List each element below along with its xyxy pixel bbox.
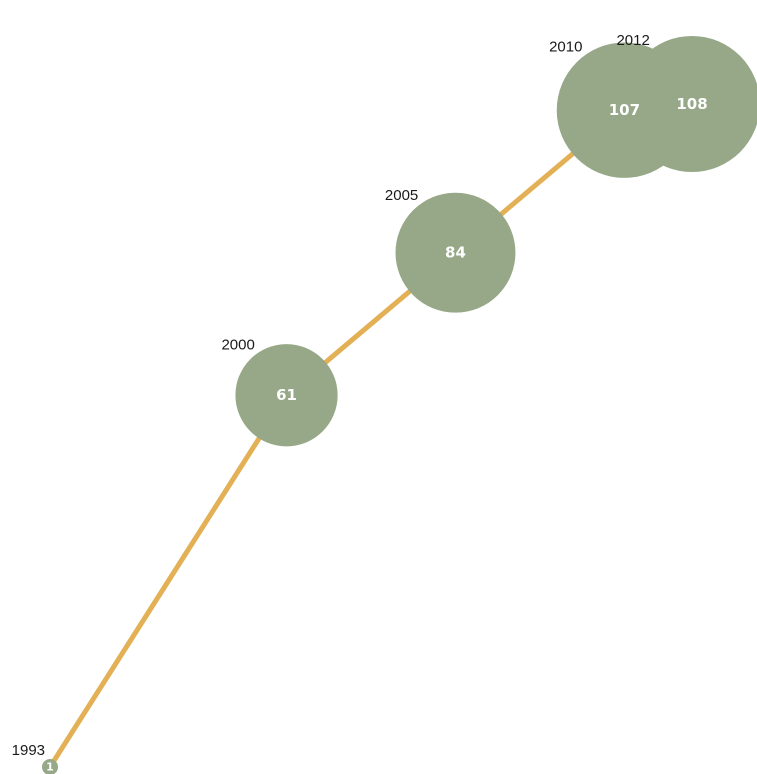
bubble-1993 [42, 759, 58, 774]
year-label-1993: 1993 [12, 742, 45, 759]
value-label-2000: 61 [276, 386, 297, 404]
year-label-2010: 2010 [549, 38, 582, 55]
bubble-2012 [624, 36, 757, 172]
trend-line-layer [47, 101, 695, 770]
trend-line-segment-1993-2000 [47, 392, 290, 770]
year-label-2000: 2000 [221, 336, 254, 353]
value-label-1993: 1 [46, 761, 54, 774]
value-label-2010: 107 [609, 101, 640, 119]
bubble-2000 [235, 344, 338, 447]
year-label-2012: 2012 [616, 32, 649, 49]
value-label-2012: 108 [676, 95, 707, 113]
bubble-2005 [395, 192, 516, 313]
value-label-2005: 84 [445, 244, 466, 262]
year-label-2005: 2005 [385, 187, 418, 204]
bubble-layer [42, 36, 757, 774]
